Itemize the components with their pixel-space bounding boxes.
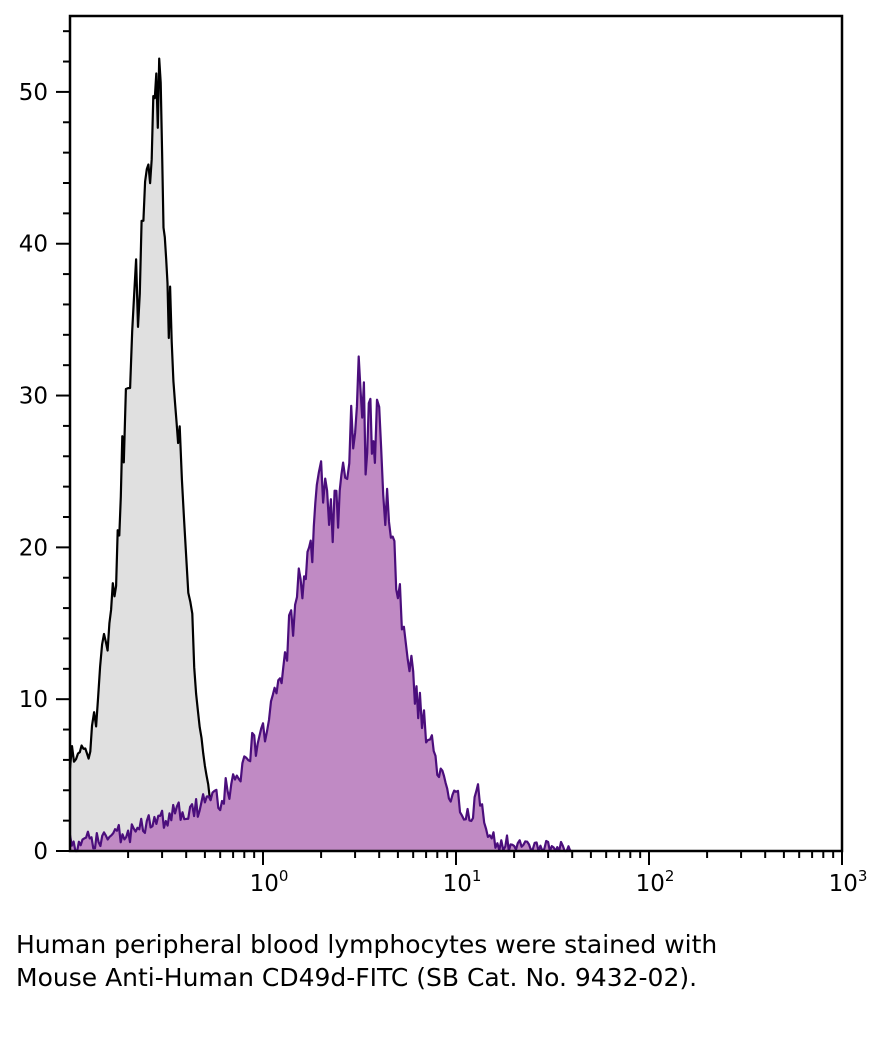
series-0 [68,57,265,853]
x-tick-label: 103 [829,867,868,897]
series-0-area [70,58,263,852]
x-tick-label: 102 [636,867,675,897]
y-tick-label: 30 [19,384,48,410]
y-tick-label: 0 [33,839,48,865]
y-tick-label: 50 [19,80,48,106]
y-tick-label: 10 [19,687,48,713]
axis-layer: 0 10 20 30 40 50 100 101 102 103 [19,30,868,897]
figure-caption: Human peripheral blood lymphocytes were … [16,930,718,992]
histogram-chart: 0 10 20 30 40 50 100 101 102 103 [19,14,868,897]
series-1-area [70,356,573,851]
x-tick-label: 101 [443,867,482,897]
x-tick-label: 100 [250,867,289,897]
y-tick-label: 40 [19,232,48,258]
y-tick-label: 20 [19,535,48,561]
series-1 [68,355,573,853]
series-1-outline [68,355,573,853]
series-layer [68,57,573,853]
